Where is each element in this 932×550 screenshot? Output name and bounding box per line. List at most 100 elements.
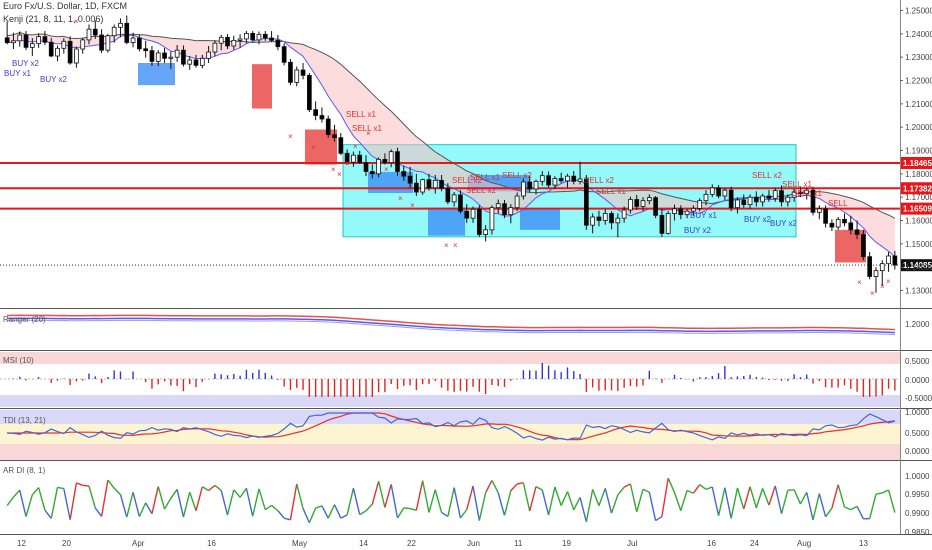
sell-cross-icon: ×	[288, 132, 293, 141]
candle-body	[401, 171, 407, 177]
candle-body	[369, 171, 375, 175]
signal-label: SELL x2	[452, 176, 482, 185]
candle-body	[722, 189, 728, 197]
ranger-mid-line	[7, 317, 895, 334]
candle	[684, 208, 690, 219]
candle	[842, 213, 847, 227]
ardi-segment	[371, 481, 380, 505]
time-tick-label: Aug	[797, 539, 811, 548]
candle	[539, 171, 545, 186]
ardi-segment	[415, 480, 424, 511]
ardi-segment	[31, 487, 40, 496]
ardi-segment	[686, 489, 694, 494]
ardi-segment	[359, 510, 367, 516]
candle-body	[206, 51, 211, 59]
candle	[99, 29, 104, 53]
ardi-segment	[724, 487, 732, 519]
candle-body	[502, 203, 507, 216]
sell-cross-icon: ×	[398, 194, 403, 203]
candle	[779, 185, 784, 207]
candle	[407, 166, 413, 188]
candle	[256, 31, 262, 45]
candle-body	[48, 41, 54, 57]
price-axis[interactable]: 1.25000 1.24000 1.23000 1.22000 1.21000 1.200…	[900, 7, 932, 538]
candle	[382, 153, 388, 165]
ardi-segment	[189, 491, 197, 511]
candle	[306, 73, 312, 112]
ardi-segment	[126, 492, 134, 518]
candle	[36, 33, 41, 48]
price-tick-label: 1.13000	[905, 287, 932, 296]
candle-body	[476, 208, 482, 235]
candle-body	[439, 179, 444, 189]
candle	[584, 175, 589, 230]
ardi-segment	[466, 485, 474, 510]
sell-cross-icon: ×	[345, 159, 350, 168]
ardi-segment	[208, 484, 216, 492]
msi-tick-label: -0.5000	[905, 394, 932, 403]
candle	[521, 178, 526, 200]
candle	[74, 46, 79, 68]
sell-cross-icon: ×	[337, 170, 342, 179]
candle-body	[199, 57, 205, 66]
price-tick-label: 1.14000	[905, 263, 932, 272]
candle-body	[684, 210, 690, 216]
ardi-segment	[289, 483, 298, 520]
candle	[155, 50, 161, 67]
ardi-segment	[887, 489, 896, 513]
time-tick-label: 20	[62, 539, 71, 548]
ardi-segment	[138, 502, 147, 517]
candle-body	[691, 207, 696, 212]
candle-body	[772, 190, 778, 199]
candlesticks[interactable]	[4, 15, 898, 293]
ardi-segment	[478, 492, 487, 521]
signal-label: SELL x2	[752, 171, 782, 180]
indicator-panes	[0, 314, 900, 524]
ardi-segment	[396, 507, 405, 519]
ardi-segment	[176, 489, 185, 518]
candle	[514, 192, 520, 212]
ardi-segment	[875, 492, 883, 495]
candle	[691, 205, 696, 216]
ardi-segment	[12, 489, 21, 498]
candle	[722, 187, 728, 200]
candle	[653, 196, 658, 219]
candle	[269, 31, 274, 42]
candle-body	[111, 26, 117, 37]
ardi-segment	[692, 484, 701, 494]
candle-body	[741, 199, 747, 206]
candle-body	[571, 175, 577, 182]
msi-tick-label: 0.5000	[905, 357, 930, 366]
price-tick-label: 1.16000	[905, 217, 932, 226]
candle	[854, 220, 860, 240]
ardi-segment	[780, 490, 789, 514]
candle	[212, 40, 218, 56]
signal-label: SELL x1	[782, 180, 812, 189]
ranger-upper-line	[7, 314, 895, 331]
signal-label: SELL x1	[352, 124, 382, 133]
signal-zone	[305, 129, 337, 165]
candle	[363, 155, 369, 177]
ardi-segment	[743, 486, 751, 510]
ardi-segment	[837, 484, 846, 508]
last-price-badge	[901, 259, 932, 272]
candle-body	[294, 69, 300, 83]
candle-body	[798, 191, 803, 195]
ardi-segment	[25, 494, 34, 517]
ardi-segment	[377, 481, 386, 508]
signal-label: SELL x2	[584, 176, 614, 185]
candle-body	[565, 175, 570, 182]
candle	[420, 178, 426, 195]
signal-label: BUY x1	[4, 69, 32, 78]
time-axis[interactable]: 12 20 Apr 16 May 14 22 Jun 11 19 Jul 16 24 Aug 13	[17, 539, 868, 548]
candle	[313, 101, 318, 121]
ardi-segment	[453, 487, 462, 519]
candle-body	[584, 178, 589, 226]
signal-zone	[252, 64, 272, 109]
slow-ma-line	[7, 31, 896, 219]
candle-body	[193, 59, 199, 66]
tdi-tick-label: 0.5000	[905, 429, 930, 438]
candle-body	[785, 196, 791, 203]
